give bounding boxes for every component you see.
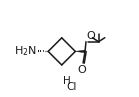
Text: H: H: [63, 75, 70, 86]
Polygon shape: [75, 50, 85, 53]
Text: O: O: [78, 65, 86, 74]
Text: O: O: [86, 31, 95, 41]
Text: Cl: Cl: [66, 82, 77, 92]
Text: H$_2$N: H$_2$N: [13, 44, 37, 58]
